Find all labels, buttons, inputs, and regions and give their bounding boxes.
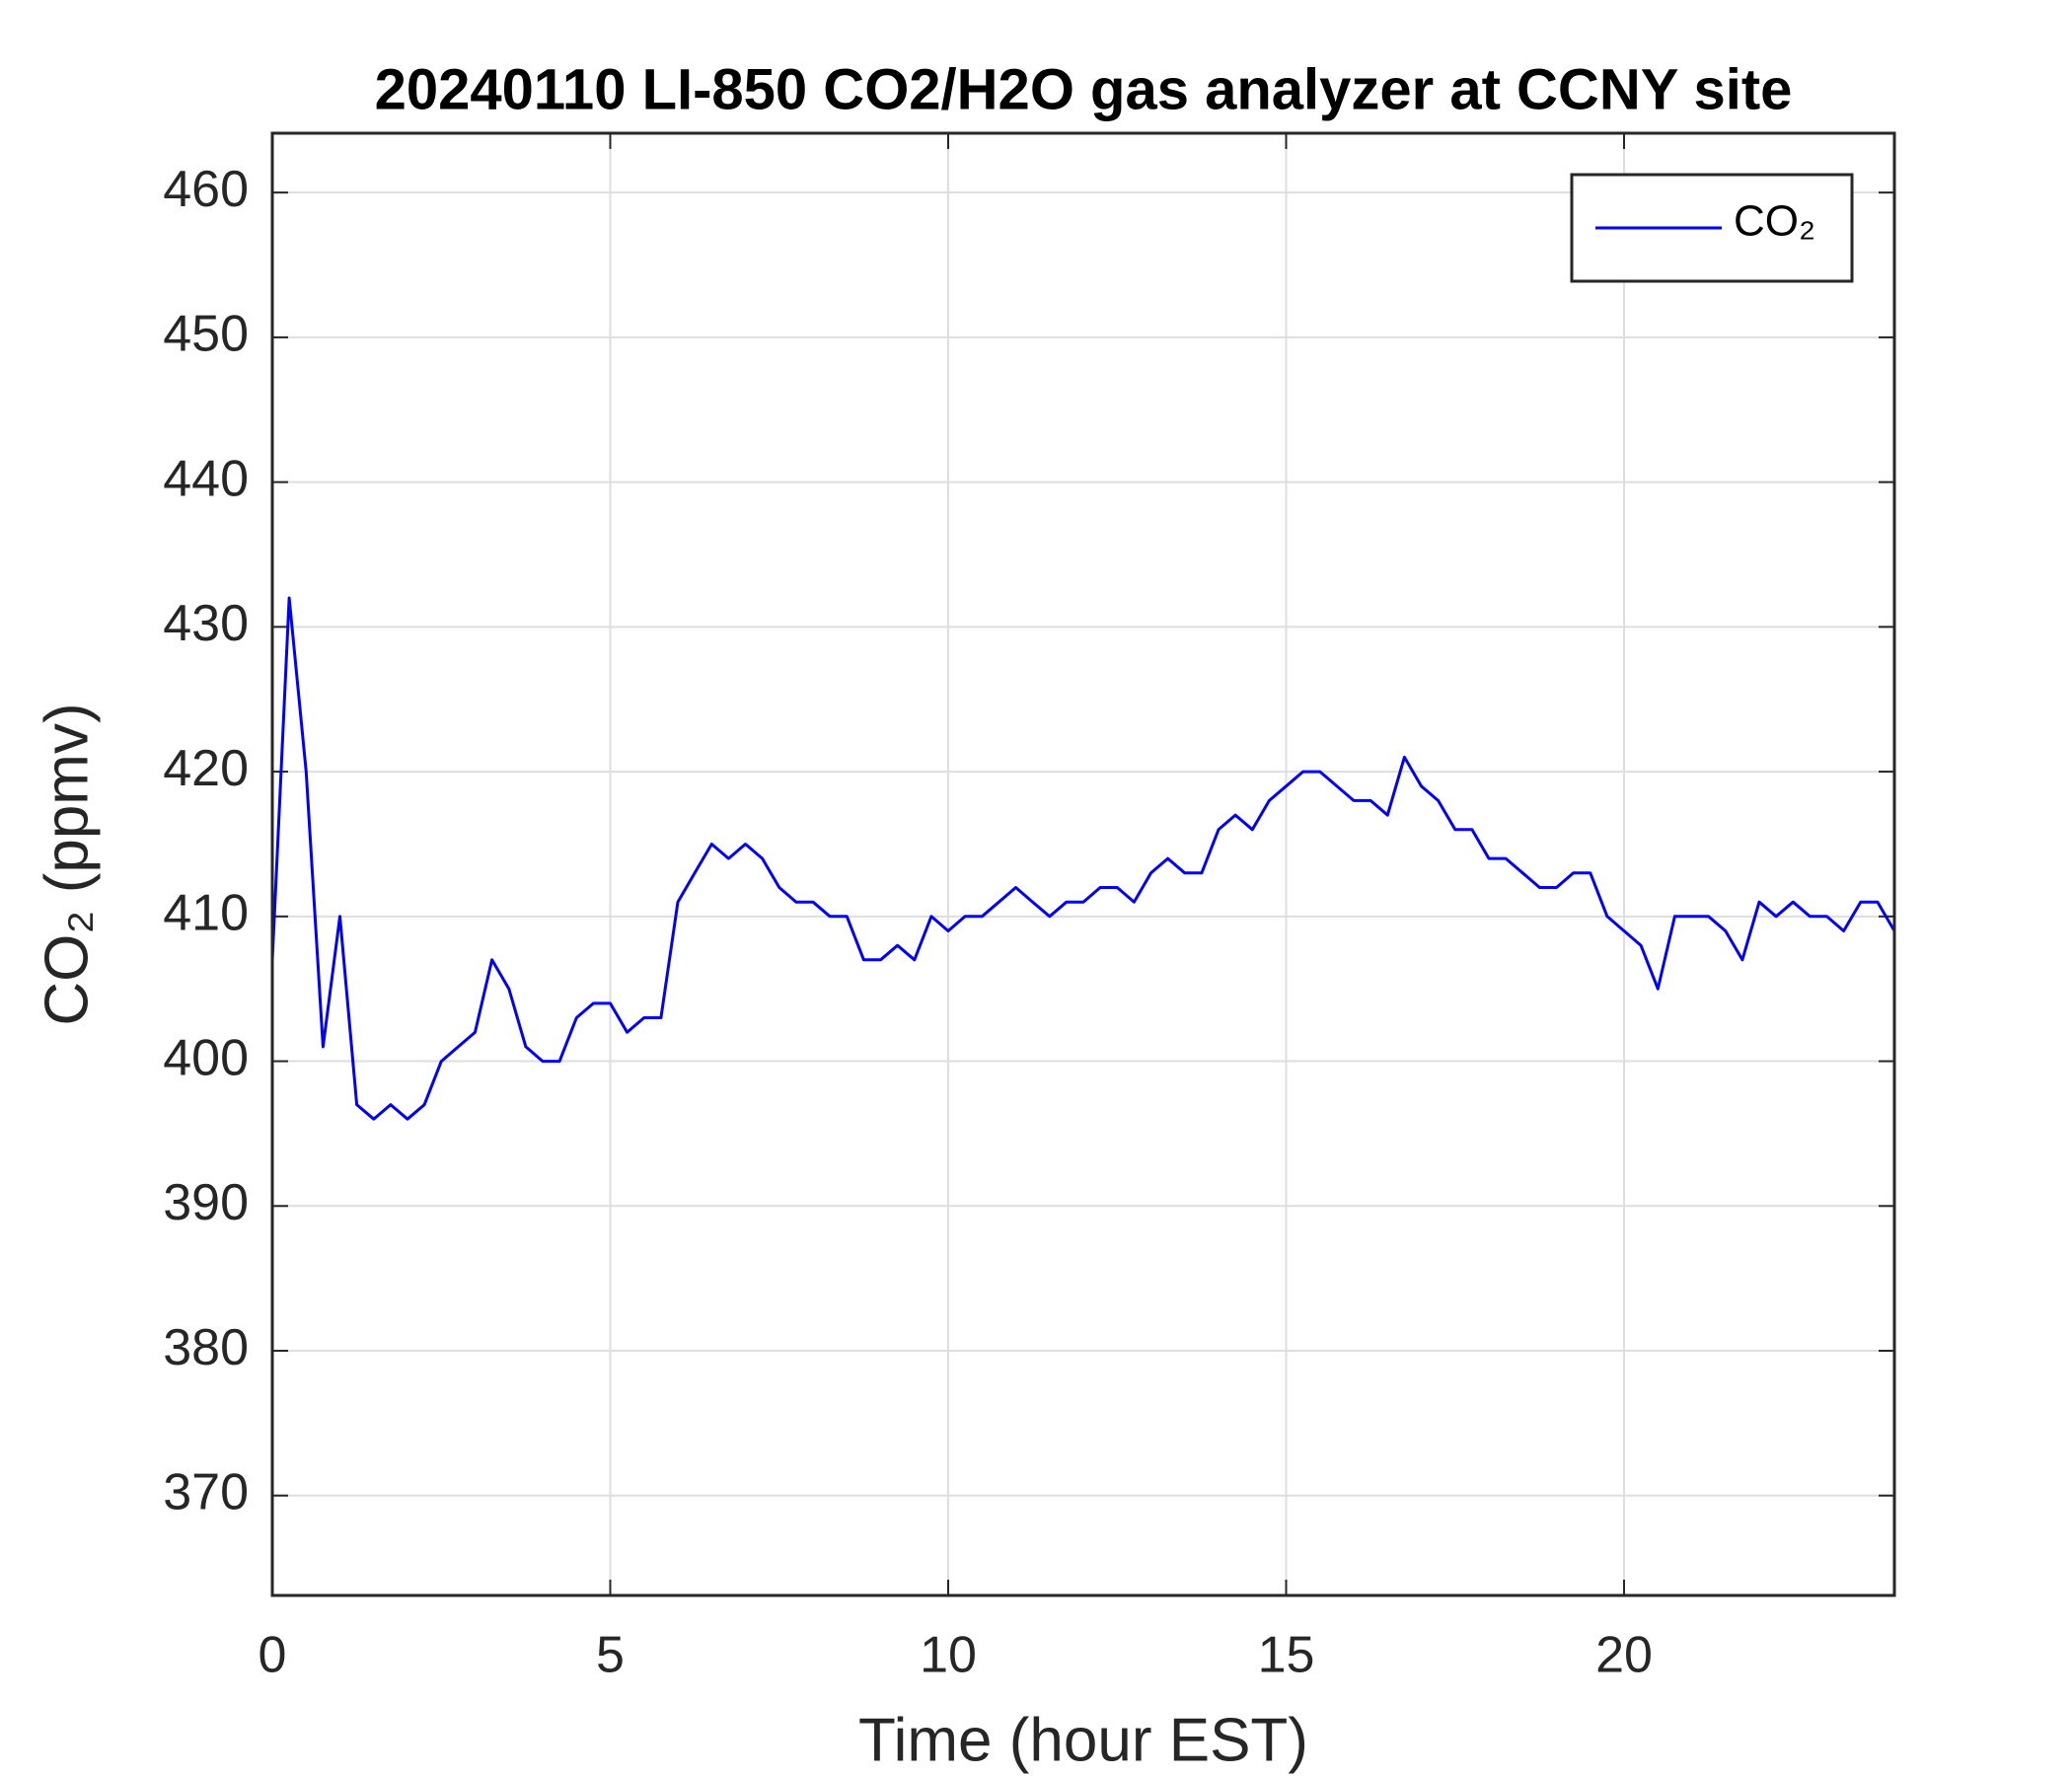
legend-label: CO₂ — [1734, 197, 1815, 246]
x-tick-label: 20 — [1595, 1627, 1653, 1684]
x-axis-label: Time (hour EST) — [858, 1706, 1308, 1774]
y-tick-label: 420 — [163, 740, 249, 797]
plot-frame — [270, 131, 1896, 1597]
y-tick-label: 400 — [163, 1029, 249, 1086]
chart-title: 20240110 LI-850 CO2/H2O gas analyzer at … — [375, 57, 1793, 121]
x-tick-label: 0 — [259, 1627, 287, 1684]
x-tick-label: 10 — [920, 1627, 977, 1684]
x-tick-label: 15 — [1258, 1627, 1315, 1684]
y-axis-label: CO₂ (ppmv) — [33, 703, 101, 1025]
y-tick-label: 370 — [163, 1463, 249, 1520]
y-tick-label: 440 — [163, 450, 249, 507]
y-tick-label: 380 — [163, 1319, 249, 1376]
y-tick-label: 430 — [163, 595, 249, 652]
y-tick-label: 450 — [163, 306, 249, 363]
y-tick-label: 390 — [163, 1174, 249, 1231]
data-line — [270, 596, 1896, 1121]
y-tick-label: 460 — [163, 161, 249, 218]
x-tick-label: 5 — [596, 1627, 625, 1684]
y-tick-label: 410 — [163, 885, 249, 942]
